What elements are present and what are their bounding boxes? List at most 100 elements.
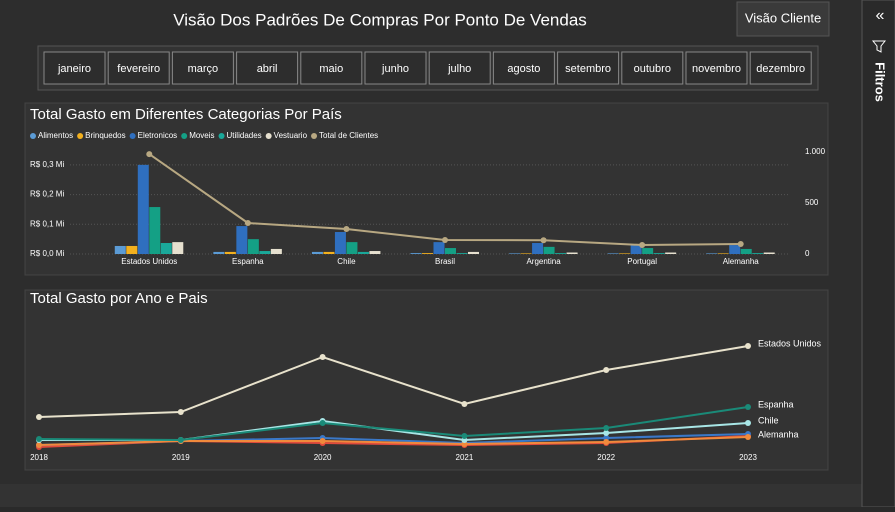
x-tick-label: 2022	[597, 453, 615, 462]
month-button[interactable]	[428, 51, 491, 85]
point	[36, 442, 42, 448]
y-tick-label: R$ 0,1 Mi	[30, 219, 64, 228]
month-label[interactable]: outubro	[634, 63, 671, 75]
bar	[752, 253, 764, 254]
bar	[311, 251, 323, 254]
button[interactable]	[736, 1, 830, 37]
bar	[665, 252, 677, 254]
x-tick-label: 2019	[172, 453, 190, 462]
bar	[369, 251, 381, 254]
bar	[468, 251, 479, 254]
bar	[740, 248, 752, 254]
bar	[270, 248, 282, 254]
bar	[653, 253, 665, 254]
bar	[607, 253, 619, 254]
point	[603, 430, 610, 436]
legend-label[interactable]: Total de Clientes	[319, 131, 378, 140]
bar	[247, 239, 259, 254]
month-button[interactable]	[300, 51, 363, 85]
point	[737, 241, 744, 248]
month-label[interactable]: fevereiro	[117, 63, 160, 75]
bar	[717, 253, 729, 254]
bar	[126, 245, 138, 254]
bar	[334, 232, 346, 254]
bar	[323, 251, 335, 254]
point	[244, 220, 251, 227]
button-label[interactable]: Visão Cliente	[745, 10, 821, 25]
point	[442, 237, 448, 244]
y2-tick-label: 1.000	[805, 147, 826, 156]
month-button[interactable]	[364, 51, 427, 85]
x-tick-label: Argentina	[526, 257, 561, 266]
month-label[interactable]: setembro	[565, 63, 611, 75]
legend-marker	[218, 133, 225, 139]
point	[745, 434, 751, 440]
month-label[interactable]: abril	[257, 63, 278, 75]
point	[146, 151, 153, 158]
legend-label[interactable]: Moveis	[189, 131, 214, 140]
month-button[interactable]	[171, 51, 234, 85]
bar	[410, 253, 422, 254]
month-label[interactable]: julho	[447, 63, 471, 75]
legend-marker	[77, 133, 84, 139]
x-tick-label: 2018	[30, 453, 48, 462]
legend-marker	[129, 133, 136, 139]
month-label[interactable]: maio	[319, 63, 343, 75]
point	[319, 354, 326, 360]
month-button[interactable]	[107, 51, 170, 85]
bar	[630, 245, 642, 254]
filter-label[interactable]: Filtros	[873, 62, 888, 102]
legend-marker	[181, 133, 188, 139]
y-tick-label: R$ 0,0 Mi	[30, 249, 64, 258]
month-label[interactable]: novembro	[692, 63, 741, 75]
bar	[763, 252, 775, 254]
month-button[interactable]	[685, 51, 748, 85]
legend-marker	[30, 133, 36, 139]
month-button[interactable]	[43, 51, 106, 85]
bar	[137, 164, 149, 254]
bar	[543, 246, 555, 254]
month-label[interactable]: agosto	[507, 63, 540, 75]
x-tick-label: 2021	[456, 453, 474, 462]
series-label: Espanha	[758, 399, 794, 409]
x-tick-label: Chile	[337, 257, 356, 266]
month-label[interactable]: dezembro	[756, 63, 805, 75]
month-button[interactable]	[492, 51, 555, 85]
bar	[706, 253, 718, 254]
bar	[619, 253, 631, 254]
bar	[236, 226, 248, 254]
title: Visão Dos Padrões De Compras Por Ponto D…	[173, 10, 587, 29]
month-button[interactable]	[749, 51, 812, 85]
bar	[456, 253, 468, 254]
y2-tick-label: 0	[805, 249, 810, 258]
legend-label[interactable]: Eletronicos	[138, 131, 178, 140]
month-button[interactable]	[621, 51, 684, 85]
bar	[160, 243, 172, 254]
bar	[509, 253, 521, 254]
legend-label[interactable]: Vestuario	[274, 131, 308, 140]
point	[343, 226, 350, 233]
point	[745, 343, 751, 349]
month-button[interactable]	[557, 51, 620, 85]
bar	[149, 207, 161, 254]
bar	[520, 253, 532, 254]
legend-label[interactable]: Utilidades	[227, 131, 262, 140]
bar	[642, 248, 654, 254]
point	[745, 404, 751, 410]
legend-label[interactable]: Brinquedos	[85, 131, 125, 140]
collapse-icon[interactable]: «	[876, 7, 885, 24]
month-button[interactable]	[236, 51, 299, 85]
filter-pane[interactable]	[861, 0, 895, 508]
series-label: Chile	[758, 415, 779, 425]
x-tick-label: Portugal	[627, 257, 657, 266]
legend-marker	[265, 133, 272, 139]
month-label[interactable]: março	[188, 63, 219, 75]
bar	[729, 245, 741, 254]
bar	[357, 251, 369, 254]
legend-label[interactable]: Alimentos	[38, 131, 73, 140]
point	[177, 437, 184, 443]
y-tick-label: R$ 0,2 Mi	[30, 190, 64, 199]
month-label[interactable]: junho	[381, 63, 409, 75]
month-label[interactable]: janeiro	[57, 63, 91, 75]
